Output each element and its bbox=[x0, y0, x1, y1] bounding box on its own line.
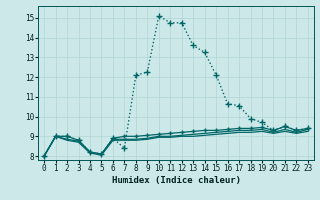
X-axis label: Humidex (Indice chaleur): Humidex (Indice chaleur) bbox=[111, 176, 241, 185]
